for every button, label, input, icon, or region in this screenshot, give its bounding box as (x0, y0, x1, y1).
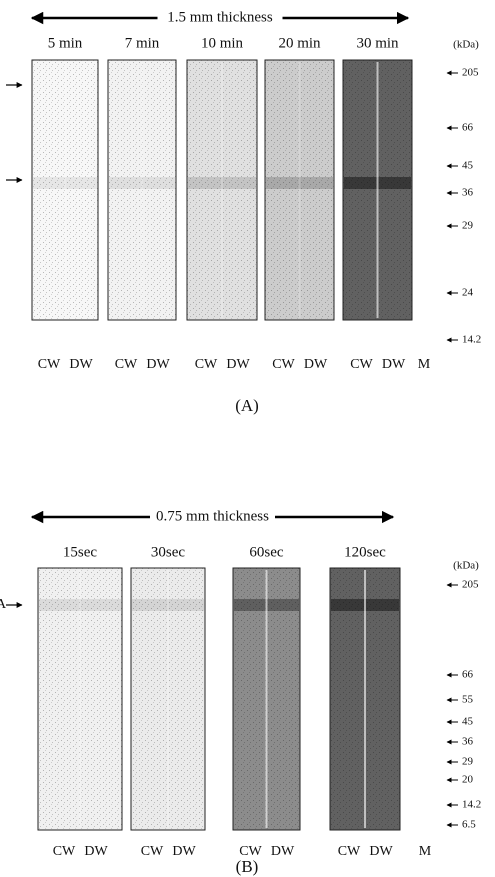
lane-label: DW (304, 357, 328, 372)
unit-label: (kDa) (453, 560, 479, 572)
lane-label: DW (172, 844, 196, 859)
unit-label: (kDa) (453, 39, 479, 51)
marker-label: 36 (462, 736, 474, 748)
gel-band (39, 599, 121, 611)
time-label: 30sec (151, 544, 185, 560)
marker-label: 24 (462, 287, 474, 299)
gel-texture (131, 568, 205, 830)
lane-label: DW (84, 844, 108, 859)
marker-label: 45 (462, 716, 474, 728)
time-label: 10 min (201, 35, 244, 51)
time-label: 7 min (125, 35, 160, 51)
panel-label: (A) (235, 396, 259, 415)
lane-label: CW (350, 357, 373, 372)
thickness-label: 1.5 mm thickness (167, 9, 273, 25)
panel-label: (B) (236, 857, 259, 876)
lane-label: CW (115, 357, 138, 372)
marker-label: 29 (462, 756, 474, 768)
marker-label: 20 (462, 774, 474, 786)
gel-band (188, 177, 256, 189)
marker-label: 14.2 (462, 334, 481, 346)
marker-lane-label: M (418, 357, 431, 372)
gel-texture (32, 60, 98, 320)
lane-label: CW (338, 844, 361, 859)
lane-label: DW (69, 357, 93, 372)
lane-label: DW (369, 844, 393, 859)
marker-label: 66 (462, 122, 474, 134)
time-label: 120sec (344, 544, 386, 560)
marker-label: 6.5 (462, 819, 476, 831)
lane-label: DW (271, 844, 295, 859)
gel-band (33, 177, 97, 189)
marker-label: 45 (462, 160, 474, 172)
side-label: A (0, 597, 7, 612)
gel-texture (265, 60, 334, 320)
lane-label: CW (272, 357, 295, 372)
marker-label: 14.2 (462, 799, 481, 811)
time-label: 60sec (249, 544, 283, 560)
lane-label: CW (53, 844, 76, 859)
time-label: 20 min (278, 35, 321, 51)
gel-band (266, 177, 333, 189)
time-label: 5 min (48, 35, 83, 51)
marker-label: 205 (462, 67, 479, 79)
marker-label: 66 (462, 669, 474, 681)
gel-texture (38, 568, 122, 830)
marker-lane-label: M (419, 844, 432, 859)
marker-label: 36 (462, 187, 474, 199)
gel-texture (187, 60, 257, 320)
gel-band (109, 177, 175, 189)
lane-label: DW (146, 357, 170, 372)
lane-label: DW (382, 357, 406, 372)
lane-label: DW (226, 357, 250, 372)
gel-texture (108, 60, 176, 320)
marker-label: 205 (462, 579, 479, 591)
lane-label: CW (141, 844, 164, 859)
lane-label: CW (195, 357, 218, 372)
lane-label: CW (239, 844, 262, 859)
gel-band (132, 599, 204, 611)
time-label: 30 min (356, 35, 399, 51)
lane-label: CW (38, 357, 61, 372)
marker-label: 29 (462, 220, 474, 232)
thickness-label: 0.75 mm thickness (156, 508, 269, 524)
marker-label: 55 (462, 694, 474, 706)
time-label: 15sec (63, 544, 97, 560)
